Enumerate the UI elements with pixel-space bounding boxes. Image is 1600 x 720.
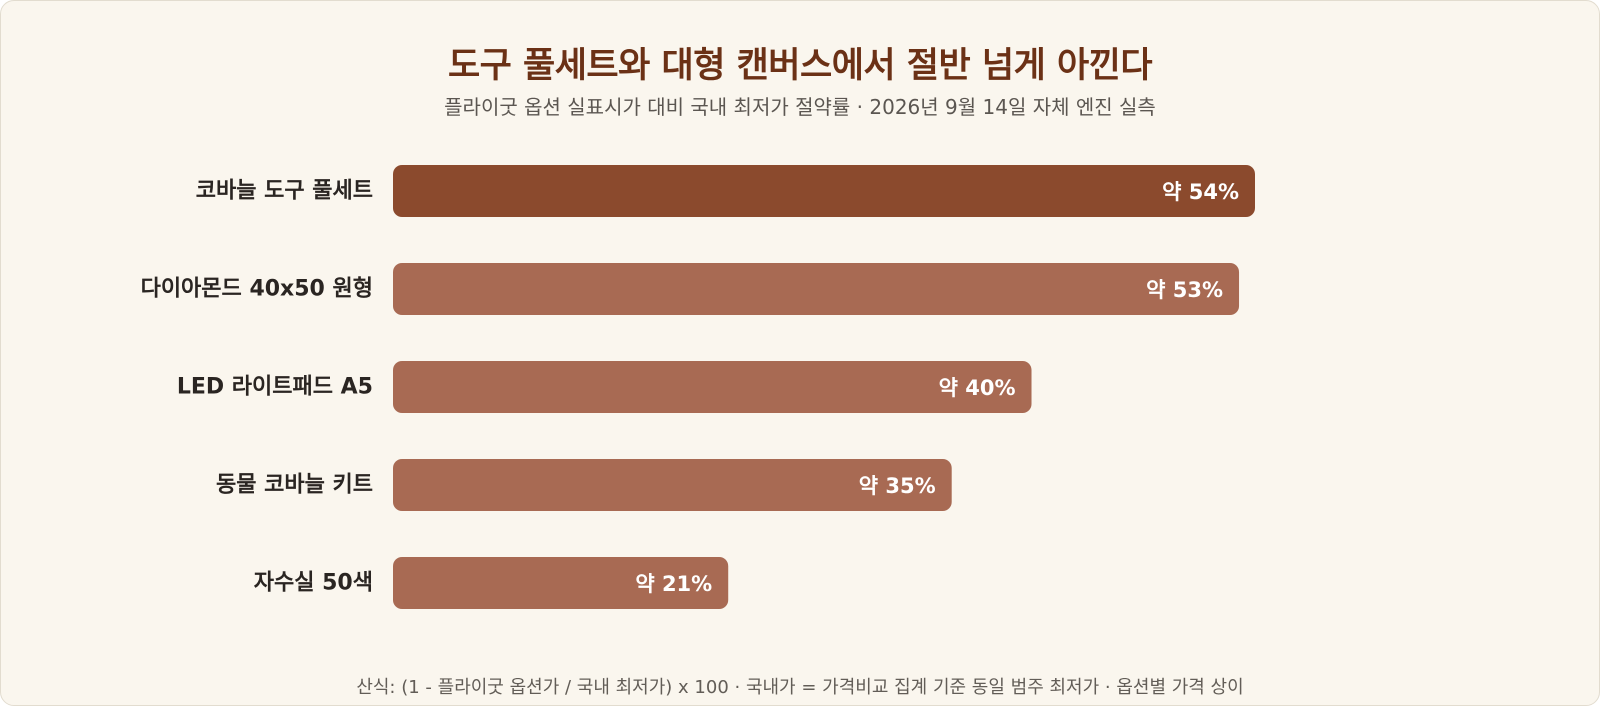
value-label: 약 35%	[859, 474, 936, 498]
category-label: LED 라이트패드 A5	[177, 375, 373, 400]
chart-footnote: 산식: (1 - 플라이굿 옵션가 / 국내 최저가) x 100 · 국내가 …	[356, 677, 1244, 698]
bar	[393, 165, 1255, 217]
category-label: 자수실 50색	[254, 571, 373, 596]
bar	[393, 459, 952, 511]
bar	[393, 557, 729, 609]
chart-subtitle: 플라이굿 옵션 실표시가 대비 국내 최저가 절약률 · 2026년 9월 14…	[444, 95, 1156, 119]
bar	[393, 263, 1240, 315]
value-label: 약 40%	[939, 376, 1016, 400]
chart-title: 도구 풀세트와 대형 캔버스에서 절반 넘게 아낀다	[447, 46, 1153, 86]
category-label: 코바늘 도구 풀세트	[196, 179, 373, 204]
value-label: 약 21%	[635, 572, 712, 596]
category-label: 동물 코바늘 키트	[216, 473, 373, 498]
bar	[393, 361, 1032, 413]
value-label: 약 53%	[1146, 278, 1223, 302]
bar-chart: 코바늘 도구 풀세트 약 54% 다이아몬드 40x50 원형 약 53% LED 라이…	[141, 165, 1255, 609]
value-label: 약 54%	[1162, 180, 1239, 204]
category-label: 다이아몬드 40x50 원형	[141, 277, 373, 302]
